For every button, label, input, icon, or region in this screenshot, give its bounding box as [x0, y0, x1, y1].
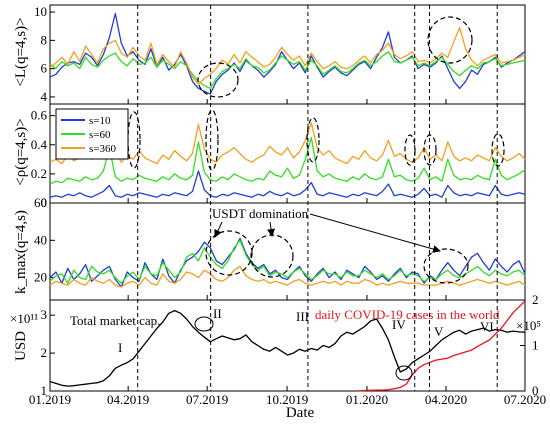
annotation-dashed-ellipse	[423, 134, 437, 166]
panel-usd-ytick-label: 1	[41, 383, 48, 398]
series-kmax-s-360	[49, 265, 526, 288]
annotation-dashed-ellipse	[427, 16, 473, 64]
period-label-VI: VI	[480, 319, 494, 334]
annotation-dashed-ellipse	[197, 62, 239, 98]
annotation-dashed-ellipse	[423, 248, 469, 284]
panel-rho-ytick-label: 0.2	[31, 166, 47, 181]
annotation-dashed-ellipse	[404, 134, 416, 166]
panel-kmax-ytick-label: 20	[34, 270, 47, 285]
trough-marker-ellipse	[395, 365, 413, 381]
panel-usd-right-ytick-label: 2	[532, 292, 539, 307]
series-kmax-s-10	[49, 237, 526, 288]
x-tick-label: 10.2019	[266, 392, 308, 407]
x-axis-label: Date	[286, 405, 315, 421]
panel-L-ytick-label: 4	[41, 89, 48, 104]
period-label-II: II	[213, 306, 222, 321]
legend-label: s=10	[89, 115, 111, 127]
arrow-usdt-2	[267, 221, 275, 237]
series-kmax-s-60	[49, 239, 526, 284]
panel-kmax-ytick-label: 40	[34, 232, 47, 247]
series-rho-s-10	[49, 170, 526, 198]
arrow-usdt-3	[309, 213, 441, 253]
annotation-dashed-ellipse	[491, 133, 505, 167]
series-L-s-60	[49, 51, 526, 90]
panel-kmax-ytick-label: 60	[34, 195, 47, 210]
legend-label: s=60	[89, 129, 111, 141]
annotation-dashed-ellipse	[250, 234, 294, 278]
panel-rho-ytick-label: 0	[41, 195, 48, 210]
x-tick-label: 01.2020	[346, 392, 388, 407]
period-label-III: III	[296, 309, 309, 324]
x-tick-label: 01.2019	[29, 392, 71, 407]
panel-usd-right-ytick-label: 1	[532, 338, 539, 353]
label-covid-cases: daily COVID-19 cases in the world	[315, 307, 500, 322]
x-tick-label: 04.2020	[425, 392, 467, 407]
x-tick-label: 07.2020	[504, 392, 546, 407]
panel-usd-ytick-label: 3	[41, 307, 48, 322]
panel3-ylabel: k_max(q=4,s)	[13, 210, 29, 294]
annotation-dashed-ellipse	[205, 109, 219, 171]
annotation-dashed-ellipse	[205, 230, 253, 276]
panel4-y-exponent: ×10¹¹	[10, 311, 38, 326]
annotation-dashed-ellipse	[306, 117, 320, 163]
legend: s=10 s=60 s=360	[55, 108, 129, 160]
series-usd-total-market-cap-	[49, 309, 526, 387]
panel2-ylabel: <ρ(q=4,s)>	[13, 118, 29, 185]
series-rho-s-60	[49, 136, 526, 185]
peak-marker-ellipse	[194, 316, 214, 332]
label-total-market-cap: Total market cap.	[70, 313, 160, 328]
series-L-s-360	[49, 26, 526, 85]
panel-L-ytick-label: 10	[34, 4, 47, 19]
panel-L-ytick-label: 6	[41, 61, 48, 76]
period-label-IV: IV	[392, 317, 406, 332]
panel4-right-exponent: ×10⁵	[516, 318, 541, 333]
period-label-I: I	[118, 340, 122, 355]
panel-rho-ytick-label: 0.4	[31, 137, 48, 152]
panel-usd-right-ytick-label: 0	[532, 383, 539, 398]
arrow-usdt-1	[214, 221, 223, 238]
label-usdt-domination: USDT domination	[212, 206, 309, 221]
panel-rho-ytick-label: 0.6	[31, 108, 48, 123]
panel1-ylabel: <L(q=4,s)>	[13, 17, 29, 86]
panel4-ylabel: USD	[13, 331, 29, 361]
period-label-V: V	[434, 324, 444, 339]
panel-usd-ytick-label: 2	[41, 345, 48, 360]
legend-label: s=360	[89, 143, 116, 155]
x-tick-label: 04.2019	[107, 392, 149, 407]
panel-L-ytick-label: 8	[41, 32, 48, 47]
series-usd-daily-covid-19-cases-in-the-world	[358, 300, 526, 392]
x-tick-label: 07.2019	[186, 392, 228, 407]
